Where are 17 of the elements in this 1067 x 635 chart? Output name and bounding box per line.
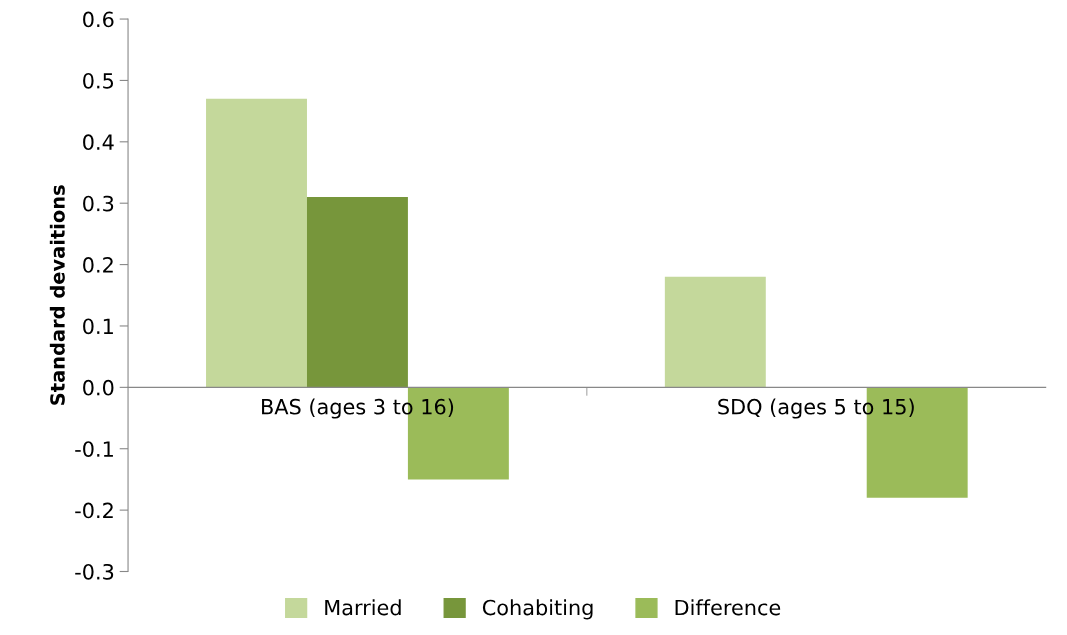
y-tick-label: 0.5 bbox=[83, 72, 114, 89]
y-tick-label: 0.4 bbox=[83, 134, 114, 151]
y-tick-label: 0.6 bbox=[83, 11, 114, 28]
y-tick-label: -0.2 bbox=[75, 502, 113, 519]
y-tick-label: 0.2 bbox=[83, 257, 113, 273]
y-tick-label: -0.1 bbox=[75, 441, 113, 457]
bar bbox=[206, 98, 307, 388]
legend-label: Married bbox=[325, 599, 401, 616]
bar bbox=[306, 197, 408, 388]
legend-label: Cohabiting bbox=[482, 599, 593, 620]
y-tick-label: 0.0 bbox=[83, 379, 114, 396]
legend-label: Difference bbox=[675, 599, 781, 616]
y-tick-label: 0.3 bbox=[83, 195, 114, 212]
y-tick-label: -0.3 bbox=[75, 563, 114, 580]
bar bbox=[664, 276, 766, 388]
y-tick-label: 0.1 bbox=[83, 318, 113, 335]
y-axis-title: Standard devaitions bbox=[49, 185, 65, 405]
